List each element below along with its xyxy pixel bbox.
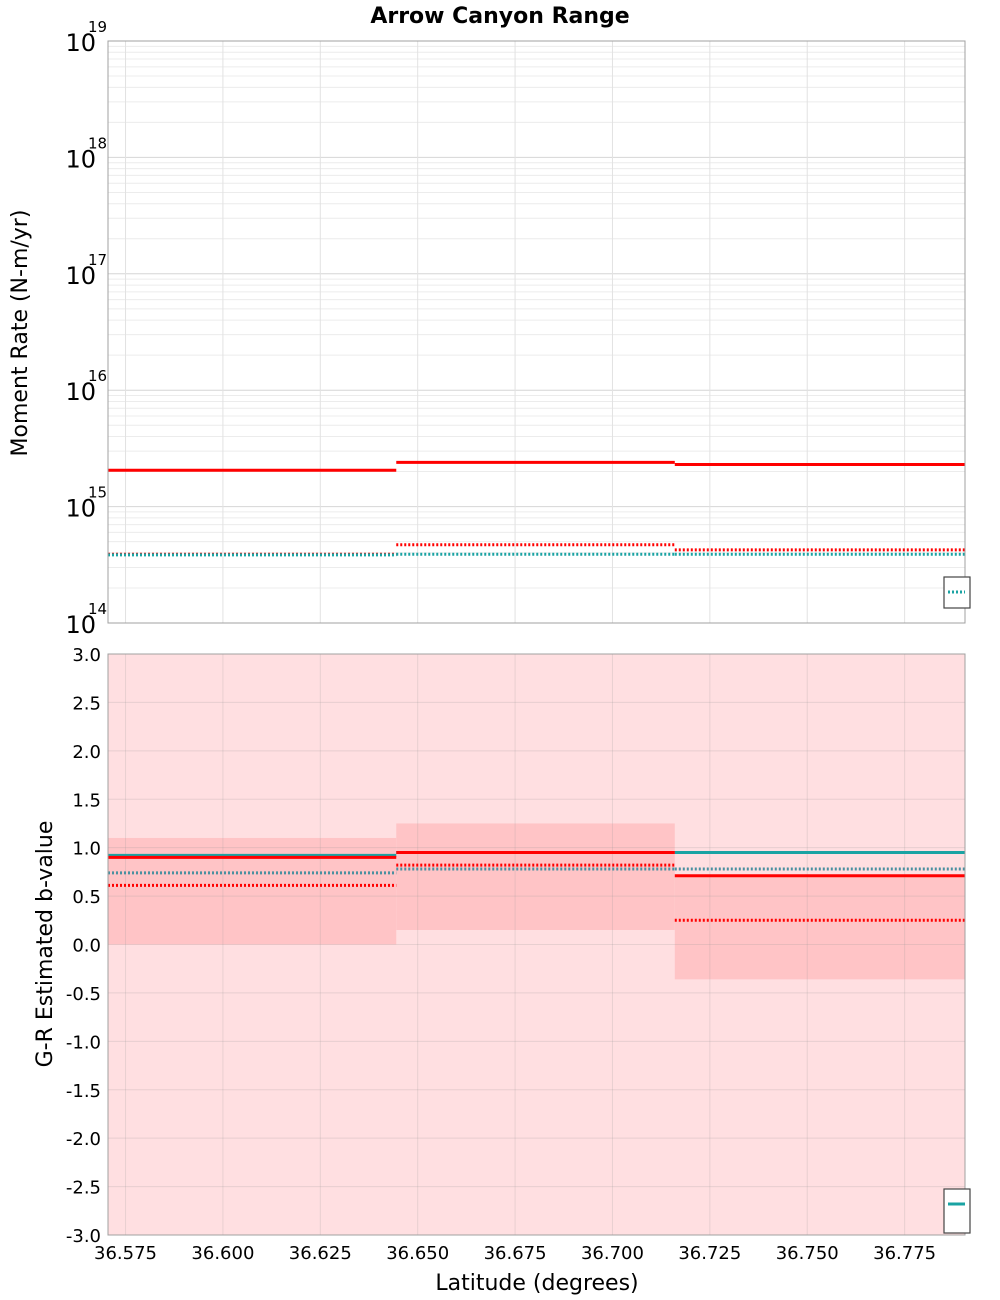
bottom-y-tick-label: -0.5 (66, 984, 101, 1005)
confidence-band (396, 823, 675, 930)
top-grid (108, 40, 965, 624)
x-axis-label: Latitude (degrees) (435, 1271, 638, 1296)
top-plot-area (108, 41, 965, 623)
confidence-band (674, 874, 965, 980)
top-plot-frame (107, 40, 966, 624)
top-legend (943, 576, 971, 609)
bottom-y-tick-label: 1.0 (72, 839, 101, 860)
top-y-tick-exponent: 14 (88, 600, 107, 618)
top-y-tick-base: 10 (65, 378, 96, 406)
x-tick-label: 36.625 (289, 1243, 352, 1264)
top-y-tick-base: 10 (65, 29, 96, 57)
bottom-y-ticks: -3.0 -2.5 -2.0 -1.5 -1.0 -0.5 0.0 0.5 1.0 1.5 2.0 2… (66, 645, 101, 1247)
chart-title: Arrow Canyon Range (370, 4, 629, 29)
top-y-tick-base: 10 (65, 145, 96, 173)
top-series (108, 460, 965, 557)
top-y-tick-exponent: 16 (88, 367, 107, 385)
x-tick-label: 36.775 (873, 1243, 936, 1264)
top-y-tick-exponent: 18 (88, 134, 107, 152)
bottom-legend-box (943, 1188, 971, 1234)
top-y-tick-exponent: 17 (88, 251, 107, 269)
bottom-y-tick-label: 0.5 (72, 887, 101, 908)
bottom-plot-frame (107, 653, 966, 1236)
top-y-tick-base: 10 (65, 495, 96, 523)
bottom-y-tick-label: -3.0 (66, 1226, 101, 1247)
bottom-x-ticks: 36.575 36.600 36.625 36.650 36.675 36.700 36.7… (94, 1243, 936, 1264)
x-tick-label: 36.600 (191, 1243, 254, 1264)
bottom-y-tick-label: 3.0 (72, 645, 101, 666)
x-tick-label: 36.650 (386, 1243, 449, 1264)
bottom-y-tick-label: -1.5 (66, 1081, 101, 1102)
bottom-y-tick-label: -2.0 (66, 1129, 101, 1150)
bottom-series (108, 851, 965, 922)
x-tick-label: 36.675 (484, 1243, 547, 1264)
bottom-grid (108, 653, 965, 1236)
top-y-axis-label: Moment Rate (N-m/yr) (8, 210, 33, 457)
x-tick-label: 36.750 (776, 1243, 839, 1264)
bottom-y-tick-label: -1.0 (66, 1032, 101, 1053)
top-y-tick-base: 10 (65, 262, 96, 290)
bottom-y-tick-label: -2.5 (66, 1178, 101, 1199)
top-y-tick-exponent: 19 (88, 18, 107, 36)
bottom-y-tick-label: 2.5 (72, 693, 101, 714)
top-y-tick-exponent: 15 (88, 484, 107, 502)
top-y-tick-base: 10 (65, 611, 96, 639)
x-tick-label: 36.575 (94, 1243, 157, 1264)
bottom-y-axis-label: G-R Estimated b-value (33, 821, 58, 1068)
bottom-y-tick-label: 0.0 (72, 936, 101, 957)
bottom-y-tick-label: 2.0 (72, 742, 101, 763)
bottom-panel: -3.0 -2.5 -2.0 -1.5 -1.0 -0.5 0.0 0.5 1.0 1.5 2.0 2… (33, 645, 971, 1296)
x-tick-label: 36.700 (581, 1243, 644, 1264)
bottom-legend (943, 1188, 971, 1234)
x-tick-label: 36.725 (678, 1243, 741, 1264)
bottom-y-tick-label: 1.5 (72, 790, 101, 811)
